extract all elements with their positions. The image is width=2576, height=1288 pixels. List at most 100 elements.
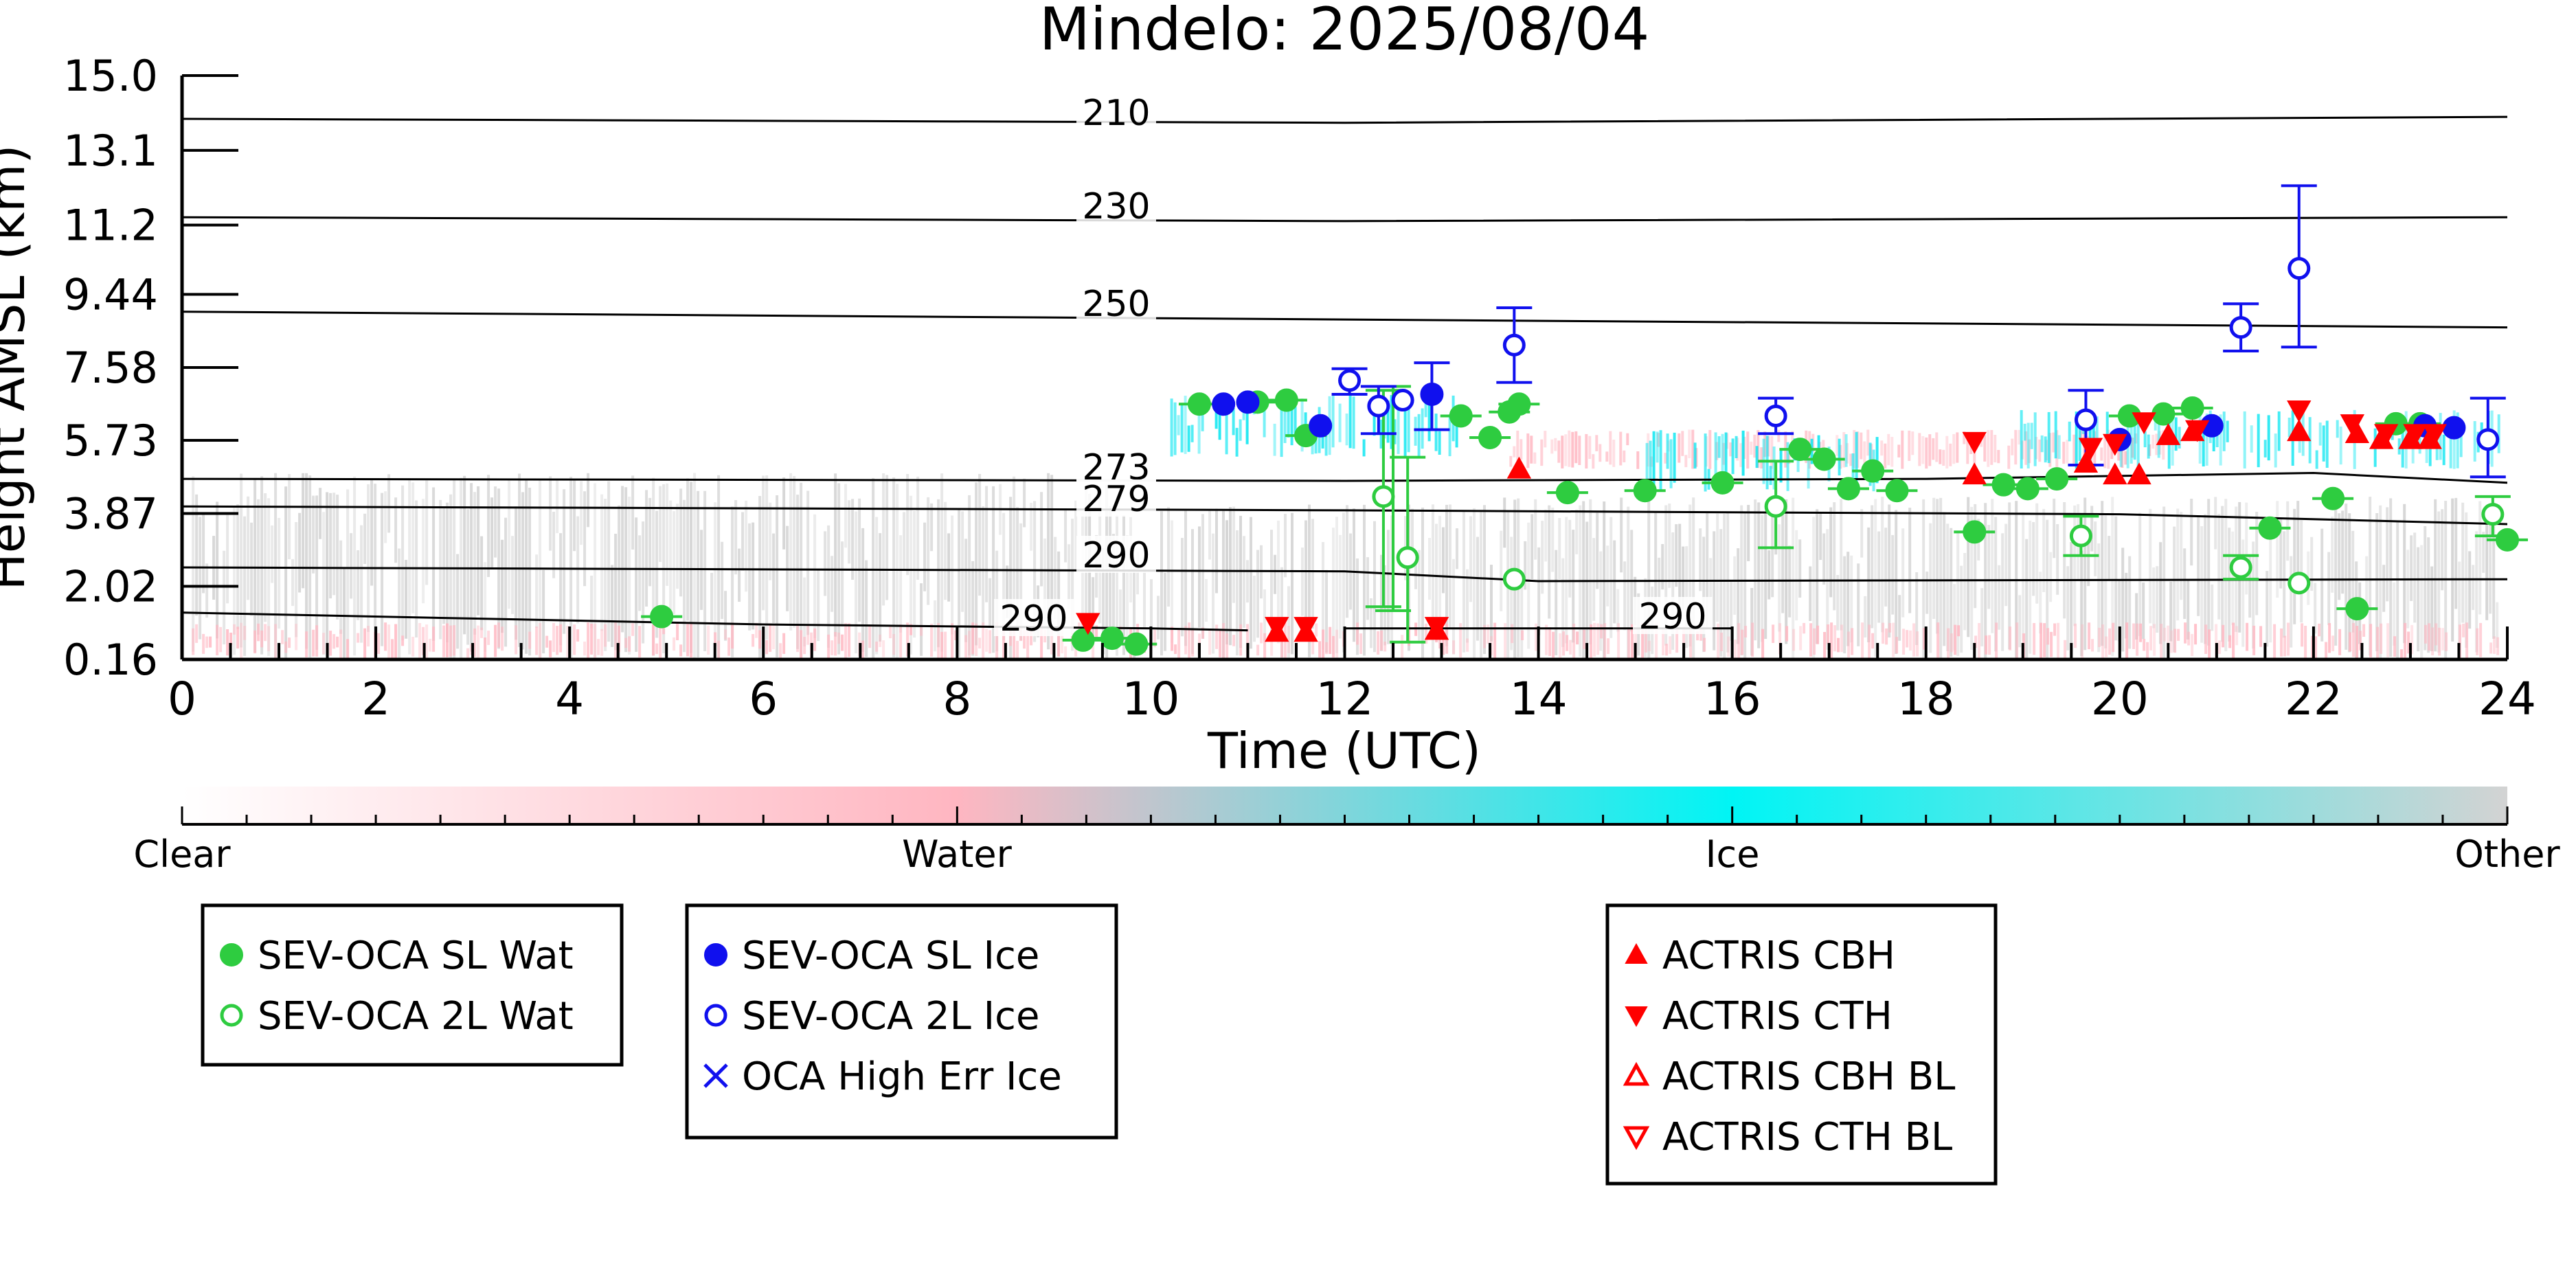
background-other-strip xyxy=(594,483,597,657)
background-other-strip xyxy=(1936,499,1939,634)
background-water-strip xyxy=(2431,627,2434,655)
legend-label: ACTRIS CBH BL xyxy=(1662,1054,1955,1099)
background-water-strip xyxy=(1947,628,1950,659)
background-water-strip xyxy=(1778,623,1782,655)
background-other-strip xyxy=(1915,572,1919,645)
background-water-strip xyxy=(2046,628,2050,645)
isotherm-line xyxy=(182,566,2507,583)
background-water-strip xyxy=(1493,622,1497,659)
legend-label: ACTRIS CTH xyxy=(1662,994,1893,1039)
background-other-strip xyxy=(631,475,635,550)
background-ice-strip xyxy=(1666,433,1669,469)
background-water-strip xyxy=(1287,626,1291,653)
legend-frame xyxy=(685,903,1118,1140)
background-other-strip xyxy=(511,536,515,614)
background-other-strip xyxy=(398,548,401,659)
background-other-strip xyxy=(817,568,820,642)
background-other-strip xyxy=(2018,595,2022,648)
background-ice-strip xyxy=(1772,447,1776,490)
background-water-strip xyxy=(937,623,940,659)
background-other-strip xyxy=(525,478,528,654)
sev-oca-sl-wat-marker xyxy=(1071,628,1095,652)
background-water-strip xyxy=(690,623,693,657)
background-water-strip xyxy=(1315,623,1318,637)
background-other-strip xyxy=(2345,504,2348,650)
background-other-strip xyxy=(1678,523,1682,618)
background-other-strip xyxy=(731,506,734,657)
background-other-strip xyxy=(951,515,954,635)
background-water-strip xyxy=(2149,626,2153,651)
background-other-strip xyxy=(315,495,319,650)
background-other-strip xyxy=(2283,531,2286,638)
background-ice-strip xyxy=(2068,421,2071,442)
background-water-strip xyxy=(1744,626,1748,637)
background-water-strip xyxy=(1890,437,1894,467)
background-water-strip xyxy=(755,622,758,638)
background-ice-strip xyxy=(2339,427,2342,465)
background-water-strip xyxy=(329,631,332,656)
sev-oca-sl-wat-marker xyxy=(2345,597,2369,621)
background-other-strip xyxy=(745,500,748,592)
background-other-strip xyxy=(1054,536,1057,620)
background-other-strip xyxy=(2173,526,2176,653)
background-water-strip xyxy=(2153,624,2156,656)
background-other-strip xyxy=(360,525,363,643)
background-ice-strip xyxy=(1283,399,1287,443)
background-other-strip xyxy=(1304,520,1307,634)
background-water-strip xyxy=(590,624,594,655)
background-other-strip xyxy=(2042,508,2046,592)
background-water-strip xyxy=(1677,433,1681,463)
background-other-strip xyxy=(679,488,683,597)
background-other-strip xyxy=(332,493,336,596)
background-other-strip xyxy=(1346,505,1348,618)
background-other-strip xyxy=(1322,542,1324,650)
background-other-strip xyxy=(408,478,411,655)
background-ice-strip xyxy=(1362,439,1366,457)
background-other-strip xyxy=(1438,515,1441,644)
actris-cbh-marker xyxy=(2127,462,2151,485)
background-water-strip xyxy=(1504,623,1507,658)
background-other-strip xyxy=(1750,587,1754,656)
background-other-strip xyxy=(645,490,648,607)
background-ice-strip xyxy=(1769,466,1772,485)
background-other-strip xyxy=(1682,546,1685,610)
background-water-strip xyxy=(1516,430,1519,468)
background-other-strip xyxy=(1126,535,1129,653)
isotherm-label-background xyxy=(1076,448,1156,485)
background-other-strip xyxy=(638,535,642,611)
background-water-strip xyxy=(765,640,769,655)
background-other-strip xyxy=(1136,551,1139,595)
background-ice-strip xyxy=(2277,411,2281,451)
background-other-strip xyxy=(2001,533,2004,651)
background-water-strip xyxy=(432,626,436,652)
background-ice-strip xyxy=(2473,421,2476,462)
background-water-strip xyxy=(655,643,659,655)
background-ice-strip xyxy=(1173,402,1177,455)
sev-oca-sl-wat-marker xyxy=(1187,392,1211,416)
background-other-strip xyxy=(350,533,353,599)
background-water-strip xyxy=(2139,623,2143,642)
background-other-strip xyxy=(1730,581,1733,641)
background-other-strip xyxy=(2180,512,2183,600)
background-other-strip xyxy=(2290,556,2293,648)
background-water-strip xyxy=(257,623,260,642)
background-other-strip xyxy=(2039,572,2042,634)
background-ice-strip xyxy=(1280,394,1283,457)
background-water-strip xyxy=(1912,623,1916,657)
sev-oca-2l-wat-marker xyxy=(1372,485,1395,508)
background-ice-strip xyxy=(1239,419,1242,441)
background-other-strip xyxy=(1116,514,1118,656)
background-other-strip xyxy=(1699,528,1702,591)
background-water-strip xyxy=(401,635,405,646)
background-water-strip xyxy=(796,624,800,653)
background-other-strip xyxy=(1476,536,1479,641)
background-other-strip xyxy=(2135,593,2138,640)
background-other-strip xyxy=(1898,595,1901,641)
background-other-strip xyxy=(1009,497,1013,658)
background-water-strip xyxy=(1918,433,1921,466)
background-ice-strip xyxy=(1273,423,1276,456)
background-other-strip xyxy=(2424,526,2427,651)
x-tick-label: 22 xyxy=(2285,673,2342,725)
background-water-strip xyxy=(1571,431,1574,468)
background-water-strip xyxy=(1954,624,1957,655)
